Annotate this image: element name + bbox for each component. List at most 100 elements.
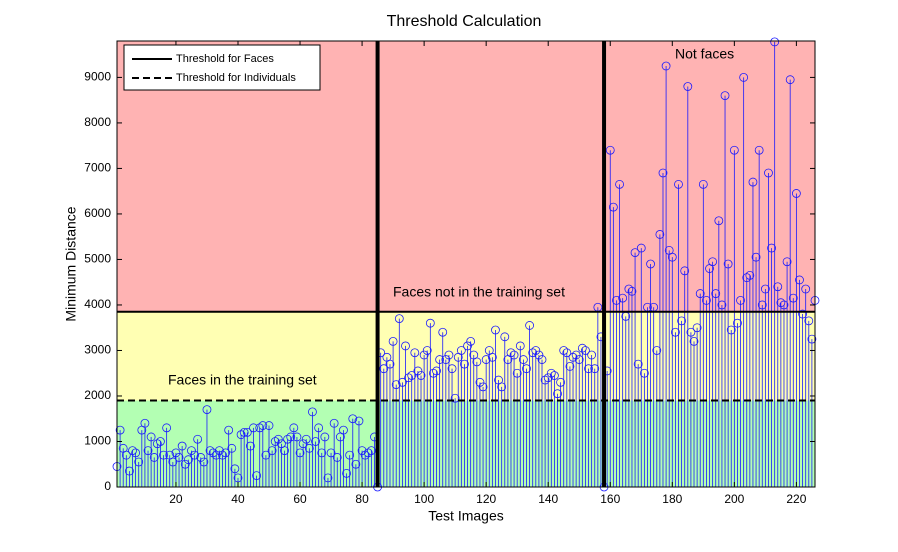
stem-marker: [221, 448, 230, 458]
stem-marker: [283, 434, 293, 444]
stem-marker: [695, 289, 705, 298]
stem-marker: [463, 341, 472, 351]
stem-marker: [348, 414, 358, 424]
stem-marker: [754, 145, 764, 155]
x-tick-label: 220: [786, 492, 806, 506]
stem-marker: [608, 202, 618, 212]
stem-marker: [345, 450, 355, 460]
stem-marker: [416, 371, 426, 380]
stem-marker: [323, 473, 333, 483]
stem-marker: [739, 73, 749, 82]
stem-marker: [115, 425, 125, 435]
stem-marker: [227, 443, 237, 453]
stem-marker: [401, 341, 410, 351]
stem-marker: [258, 421, 268, 430]
stem-marker: [295, 448, 305, 458]
stem-marker: [298, 439, 308, 449]
stem-marker: [311, 437, 320, 446]
stem-marker: [615, 179, 624, 189]
stem-marker: [441, 355, 451, 364]
stem-marker: [429, 368, 438, 378]
stem-marker: [497, 382, 507, 392]
stem-marker: [419, 350, 429, 360]
stem-marker: [528, 348, 538, 358]
stem-marker: [410, 348, 420, 358]
stem-marker: [125, 466, 134, 476]
legend-label: Threshold for Individuals: [176, 72, 296, 84]
y-tick-label: 8000: [84, 115, 111, 129]
stem-marker: [320, 432, 330, 442]
stem-marker: [264, 421, 274, 430]
stem-marker: [714, 216, 724, 226]
stem-marker: [199, 457, 209, 467]
stem-marker: [447, 364, 457, 374]
stem-marker: [689, 336, 699, 346]
stem-marker: [702, 296, 711, 305]
stem-marker: [245, 441, 255, 451]
stem-marker: [795, 275, 804, 285]
stem-marker: [407, 371, 417, 380]
stem-marker: [249, 423, 258, 433]
y-tick-label: 9000: [84, 70, 111, 84]
stem-marker: [205, 446, 215, 455]
stem-marker: [537, 355, 547, 364]
stem-marker: [230, 464, 240, 474]
stem-marker: [214, 446, 224, 455]
stem-marker: [577, 343, 587, 353]
stem-marker: [267, 446, 277, 455]
stem-marker: [683, 82, 693, 91]
stem-marker: [224, 425, 234, 435]
stem-marker: [627, 286, 637, 296]
stem-marker: [791, 189, 801, 198]
stem-marker: [692, 323, 702, 333]
stem-marker: [733, 318, 742, 328]
stem-marker: [574, 355, 584, 364]
stem-marker: [748, 177, 758, 187]
stem-marker: [801, 284, 811, 294]
x-tick-label: 40: [231, 492, 245, 506]
stem-marker: [360, 450, 370, 460]
stem-marker: [187, 446, 196, 455]
x-tick-label: 60: [293, 492, 307, 506]
x-tick-label: 200: [724, 492, 744, 506]
stem-marker: [255, 423, 265, 433]
y-tick-label: 3000: [84, 343, 111, 357]
stem-marker: [388, 336, 398, 346]
x-tick-label: 140: [538, 492, 558, 506]
stem-marker: [760, 284, 770, 294]
annotation: Faces in the training set: [168, 372, 317, 388]
stem-marker: [491, 325, 500, 335]
y-tick-label: 1000: [84, 434, 111, 448]
annotation: Not faces: [675, 46, 734, 62]
stem-marker: [438, 327, 448, 337]
stem-marker: [584, 364, 593, 374]
x-tick-label: 80: [355, 492, 369, 506]
stem-marker: [723, 259, 733, 269]
stem-marker: [413, 366, 423, 376]
stem-marker: [729, 145, 739, 155]
stem-marker: [540, 375, 550, 385]
region: [117, 311, 815, 401]
stem-marker: [807, 334, 817, 344]
stem-marker: [196, 453, 206, 462]
stem-marker: [624, 284, 634, 294]
stem-marker: [202, 405, 212, 415]
stem-marker: [767, 243, 776, 253]
stem-marker: [146, 432, 156, 442]
stem-marker: [435, 355, 445, 364]
stem-marker: [636, 243, 646, 253]
stem-marker: [472, 357, 482, 367]
stem-marker: [550, 371, 559, 380]
stem-marker: [404, 373, 414, 383]
stem-marker: [174, 453, 184, 462]
stem-marker: [587, 350, 597, 360]
stem-marker: [478, 382, 488, 392]
stem-marker: [590, 364, 600, 374]
y-tick-label: 2000: [84, 388, 111, 402]
stem-marker: [131, 448, 141, 458]
stem-marker: [363, 448, 373, 458]
stem-marker: [506, 348, 516, 358]
stem-marker: [556, 377, 566, 387]
stem-marker: [487, 352, 497, 362]
